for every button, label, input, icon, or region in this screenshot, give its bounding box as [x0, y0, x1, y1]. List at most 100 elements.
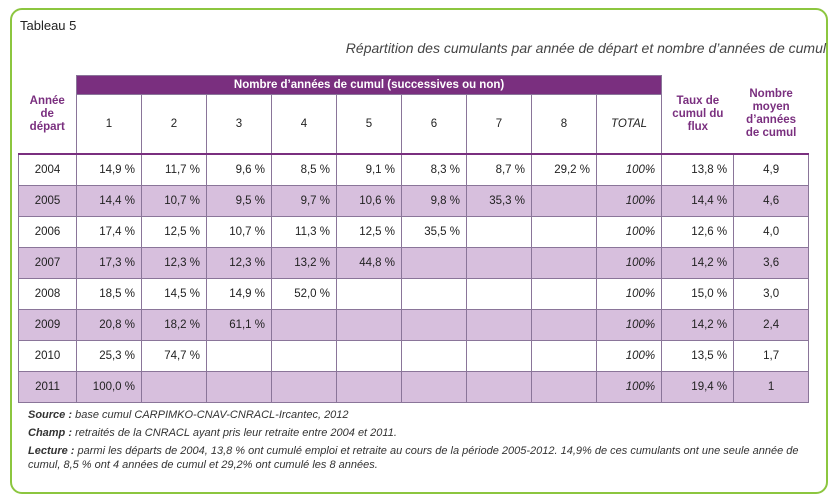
note-source-text: base cumul CARPIMKO-CNAV-CNRACL-Ircantec… — [75, 409, 349, 421]
table-cell — [336, 340, 402, 372]
table-row: 2008 18,5 % 14,5 % 14,9 % 52,0 % 100% 15,0 % 3,… — [18, 278, 810, 310]
header-group: Nombre d’années de cumul (successives ou… — [75, 75, 663, 95]
row-year: 2009 — [18, 309, 77, 341]
column-header: 5 — [336, 94, 402, 155]
row-avg: 3,6 — [733, 247, 810, 279]
row-year: 2004 — [18, 153, 77, 186]
row-avg: 1 — [733, 371, 810, 403]
table-cell: 44,8 % — [336, 247, 402, 279]
column-header: 8 — [531, 94, 597, 155]
table-cell — [206, 340, 272, 372]
table-cell: 9,8 % — [401, 185, 467, 217]
table-cell: 11,3 % — [271, 216, 337, 248]
row-year: 2007 — [18, 247, 77, 279]
table-cell — [531, 185, 597, 217]
table-cell — [336, 278, 402, 310]
table-cell — [466, 309, 532, 341]
table-row: 2011 100,0 % 100% 19,4 % 1 — [18, 371, 810, 403]
table-cell — [531, 340, 597, 372]
row-avg: 1,7 — [733, 340, 810, 372]
table-row: 2006 17,4 % 12,5 % 10,7 % 11,3 % 12,5 % 35,5 %… — [18, 216, 810, 248]
table-cell: 35,5 % — [401, 216, 467, 248]
table-cell — [271, 371, 337, 403]
table-cell — [401, 309, 467, 341]
row-total: 100% — [595, 309, 663, 341]
table-cell — [466, 340, 532, 372]
table-cell: 9,5 % — [206, 185, 272, 217]
column-header: 7 — [466, 94, 532, 155]
table-cell: 9,6 % — [206, 153, 272, 186]
table-cell: 12,3 % — [141, 247, 207, 279]
row-avg: 3,0 — [733, 278, 810, 310]
table-cell: 35,3 % — [466, 185, 532, 217]
row-total: 100% — [595, 278, 663, 310]
table-cell — [206, 371, 272, 403]
table-cell: 14,9 % — [206, 278, 272, 310]
note-lecture: Lecture : parmi les départs de 2004, 13,… — [28, 444, 818, 472]
table-cell: 10,7 % — [206, 216, 272, 248]
table-cell: 11,7 % — [141, 153, 207, 186]
table-cell: 100,0 % — [76, 371, 142, 403]
row-rate: 13,8 % — [661, 153, 735, 186]
column-header: 3 — [206, 94, 272, 155]
table-cell: 12,5 % — [336, 216, 402, 248]
row-rate: 12,6 % — [661, 216, 735, 248]
table-cell: 18,5 % — [76, 278, 142, 310]
table-cell: 17,3 % — [76, 247, 142, 279]
row-avg: 2,4 — [733, 309, 810, 341]
table-cell — [141, 371, 207, 403]
table-cell: 14,5 % — [141, 278, 207, 310]
column-header: 2 — [141, 94, 207, 155]
table-cell — [271, 340, 337, 372]
table-cell: 13,2 % — [271, 247, 337, 279]
note-source-label: Source : — [28, 409, 73, 421]
note-lecture-label: Lecture : — [28, 445, 75, 457]
table-row: 2005 14,4 % 10,7 % 9,5 % 9,7 % 10,6 % 9,8 % 35,… — [18, 185, 810, 217]
table-cell — [466, 278, 532, 310]
table-row: 2009 20,8 % 18,2 % 61,1 % 100% 14,2 % 2,4 — [18, 309, 810, 341]
table-cell — [401, 371, 467, 403]
note-champ-label: Champ : — [28, 427, 72, 439]
row-total: 100% — [595, 216, 663, 248]
table-cell: 14,4 % — [76, 185, 142, 217]
column-header: 4 — [271, 94, 337, 155]
table-cell: 29,2 % — [531, 153, 597, 186]
row-rate: 14,2 % — [661, 309, 735, 341]
row-avg: 4,0 — [733, 216, 810, 248]
row-avg: 4,6 — [733, 185, 810, 217]
table-cell: 10,6 % — [336, 185, 402, 217]
row-year: 2005 — [18, 185, 77, 217]
header-rate: Taux de cumul du flux — [661, 75, 734, 155]
table-label: Tableau 5 — [20, 18, 77, 33]
table-cell — [466, 371, 532, 403]
row-rate: 14,4 % — [661, 185, 735, 217]
table-cell: 18,2 % — [141, 309, 207, 341]
row-year: 2006 — [18, 216, 77, 248]
row-total: 100% — [595, 185, 663, 217]
table-cell — [336, 371, 402, 403]
table-cell: 9,1 % — [336, 153, 402, 186]
table-row: 2010 25,3 % 74,7 % 100% 13,5 % 1,7 — [18, 340, 810, 372]
table-title: Répartition des cumulants par année de d… — [345, 40, 826, 56]
column-header: 1 — [76, 94, 142, 155]
row-total: 100% — [595, 247, 663, 279]
row-total: 100% — [595, 340, 663, 372]
table-cell: 74,7 % — [141, 340, 207, 372]
data-table: Année de départ Nombre d’années de cumul… — [18, 75, 810, 403]
table-cell — [531, 278, 597, 310]
table-cell: 12,5 % — [141, 216, 207, 248]
row-year: 2011 — [18, 371, 77, 403]
table-cell: 52,0 % — [271, 278, 337, 310]
table-cell — [531, 247, 597, 279]
notes: Source : base cumul CARPIMKO-CNAV-CNRACL… — [28, 408, 818, 476]
table-cell — [401, 278, 467, 310]
row-rate: 13,5 % — [661, 340, 735, 372]
header-avg: Nombre moyen d’années de cumul — [733, 75, 809, 155]
table-cell — [401, 247, 467, 279]
row-total: 100% — [595, 153, 663, 186]
table-cell: 25,3 % — [76, 340, 142, 372]
note-champ-text: retraités de la CNRACL ayant pris leur r… — [75, 427, 397, 439]
row-year: 2008 — [18, 278, 77, 310]
table-cell: 17,4 % — [76, 216, 142, 248]
column-header: 6 — [401, 94, 467, 155]
